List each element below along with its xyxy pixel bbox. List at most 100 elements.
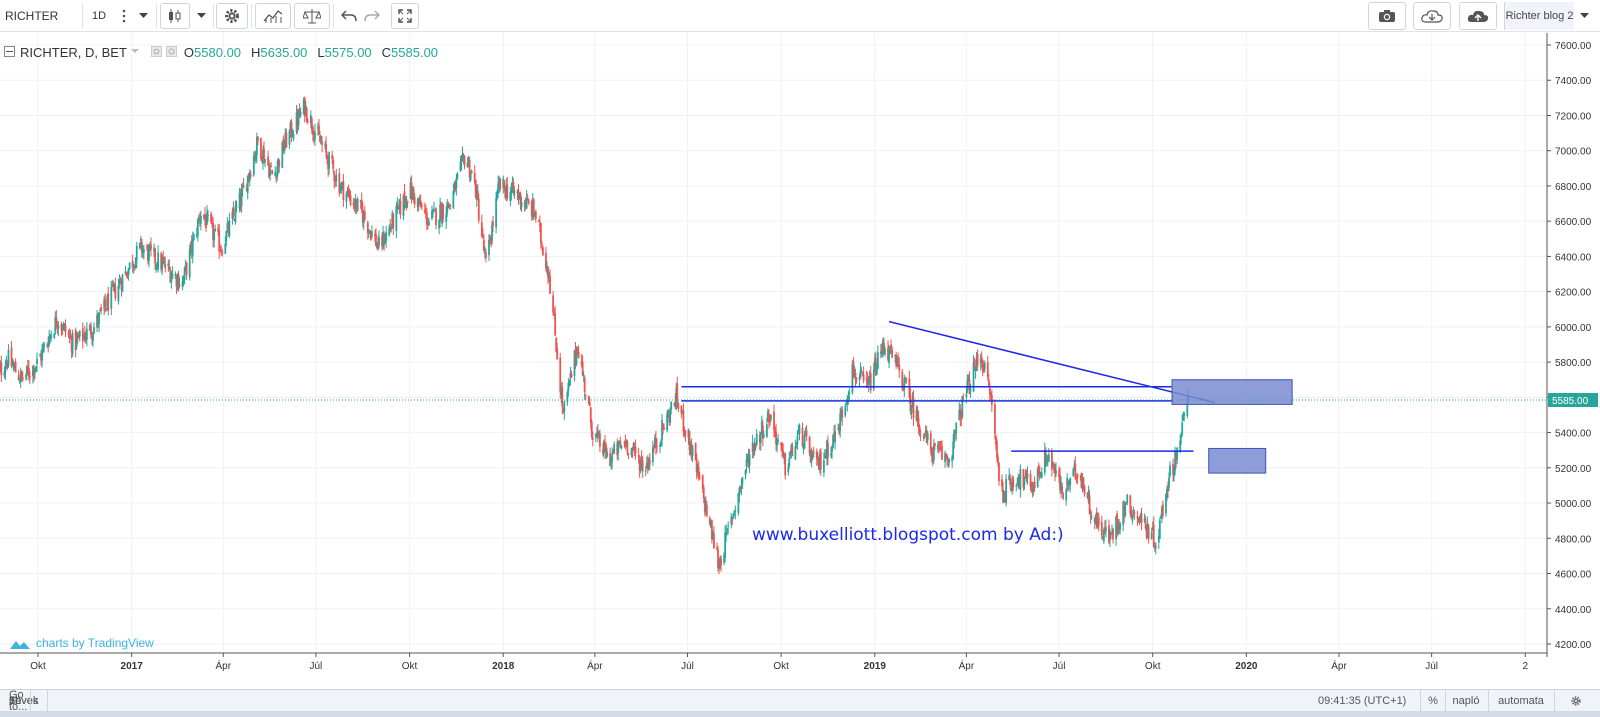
candle-body [17, 374, 20, 381]
time-axis[interactable]: Okt 2017 Ápr Júl Okt 2018 Ápr Júl Okt 2019 Ápr Júl O… [0, 652, 1547, 672]
time-tick-label: 2017 [121, 661, 144, 672]
price-chart[interactable]: 4200.00 4400.00 4600.00 4800.00 5000.00 5200.… [0, 33, 1600, 689]
candle-body [655, 437, 657, 449]
candle-body [96, 315, 98, 328]
more-vertical-icon[interactable] [114, 3, 134, 29]
auto-scale-toggle[interactable]: automata [1488, 690, 1555, 711]
chevron-down-icon[interactable] [1574, 2, 1594, 30]
blog-annotation[interactable]: www.buxelliott.blogspot.com by Ad:) [752, 525, 1064, 545]
time-tick-label: Ápr [215, 659, 231, 672]
candle-body [1030, 484, 1033, 490]
chevron-down-icon[interactable] [130, 49, 139, 55]
candle-body [902, 387, 905, 391]
chevron-down-icon[interactable] [192, 3, 210, 29]
log-scale-toggle[interactable]: napló [1444, 690, 1489, 711]
candle-body [310, 118, 313, 130]
candle-body [1023, 477, 1026, 486]
price-tick-label: 5200.00 [1555, 464, 1592, 475]
candle-body [395, 206, 398, 232]
candle-body [491, 224, 493, 242]
candle-body [138, 242, 141, 249]
candle-body [676, 383, 679, 403]
candle-body [761, 425, 764, 439]
cloud-download-icon[interactable] [1413, 2, 1451, 30]
candle-body [274, 171, 277, 177]
candle-body [659, 444, 661, 447]
legend-title[interactable]: RICHTER, D, BET [20, 44, 127, 60]
camera-icon[interactable] [1368, 2, 1406, 30]
target-box[interactable] [1171, 379, 1293, 405]
candle-body [953, 429, 956, 443]
candle-body [872, 370, 875, 389]
candle-body [598, 432, 600, 435]
time-tick-label: Júl [681, 661, 694, 672]
layout-name-button[interactable]: Richter blog 2 [1504, 2, 1574, 30]
candle-body [1036, 469, 1039, 488]
candle-body [63, 323, 66, 328]
candle-body [390, 227, 393, 230]
price-axis[interactable]: 4200.00 4400.00 4600.00 4800.00 5000.00 5200.… [1546, 33, 1598, 657]
gear-icon[interactable] [216, 3, 248, 29]
indicators-icon[interactable] [255, 3, 291, 29]
gear-icon[interactable] [1568, 690, 1584, 711]
target-box[interactable] [1208, 447, 1267, 474]
last-price-label: 5585.00 [1552, 396, 1589, 407]
tradingview-watermark[interactable]: charts by TradingView [36, 636, 154, 650]
redo-icon[interactable] [361, 3, 383, 29]
compare-icon[interactable] [294, 3, 330, 29]
candle-body [246, 176, 249, 194]
settings-small-icon[interactable] [165, 46, 178, 58]
cloud-upload-icon[interactable] [1459, 2, 1497, 30]
candle-body [397, 205, 400, 208]
candle-body [530, 201, 533, 217]
candle-body [1126, 494, 1129, 504]
candle-body [82, 335, 85, 339]
candle-body [790, 445, 793, 455]
candle-body [447, 201, 450, 207]
candle-body [808, 436, 811, 454]
candle-body [1004, 493, 1006, 500]
candle-body [404, 196, 407, 208]
candle-body [1168, 477, 1170, 488]
candle-body [517, 190, 520, 199]
candle-body [954, 431, 957, 433]
candle-body [139, 238, 142, 241]
candle-body [355, 200, 358, 212]
candle-body [724, 532, 727, 558]
undo-icon[interactable] [338, 3, 360, 29]
candle-body [926, 433, 929, 441]
chevron-down-icon[interactable] [133, 3, 153, 29]
candle-body [727, 525, 730, 527]
candle-body [371, 231, 373, 237]
percent-toggle[interactable]: % [1420, 690, 1446, 711]
candle-body [839, 413, 842, 432]
candle-body [904, 379, 907, 381]
trendline[interactable] [888, 320, 1215, 404]
interval-button[interactable]: 1D [86, 3, 112, 29]
chart-drawings[interactable] [0, 320, 1547, 474]
candle-body [140, 241, 143, 253]
candle-body [18, 381, 21, 383]
range-button-6[interactable]: 1n [0, 690, 32, 711]
candles-icon[interactable] [160, 3, 190, 29]
collapse-legend-icon[interactable] [4, 46, 16, 58]
candle-body [366, 222, 369, 234]
candle-body [459, 161, 462, 172]
candle-body [916, 410, 919, 420]
fullscreen-icon[interactable] [391, 3, 419, 29]
candle-body [776, 438, 778, 446]
candle-body [894, 354, 897, 357]
candle-body [175, 276, 178, 287]
candle-body [106, 296, 109, 311]
legend-high-value: 5635.00 [260, 44, 308, 60]
goto-button[interactable]: Go to... [9, 688, 28, 713]
candle-body [90, 325, 92, 335]
candle-body [855, 377, 858, 381]
candle-body [416, 198, 419, 208]
candle-body [480, 222, 483, 237]
symbol-search-input[interactable]: RICHTER [0, 3, 83, 29]
candle-body [682, 410, 685, 432]
candle-body [324, 144, 326, 147]
candle-body [1183, 412, 1186, 416]
eye-icon[interactable] [150, 46, 163, 58]
